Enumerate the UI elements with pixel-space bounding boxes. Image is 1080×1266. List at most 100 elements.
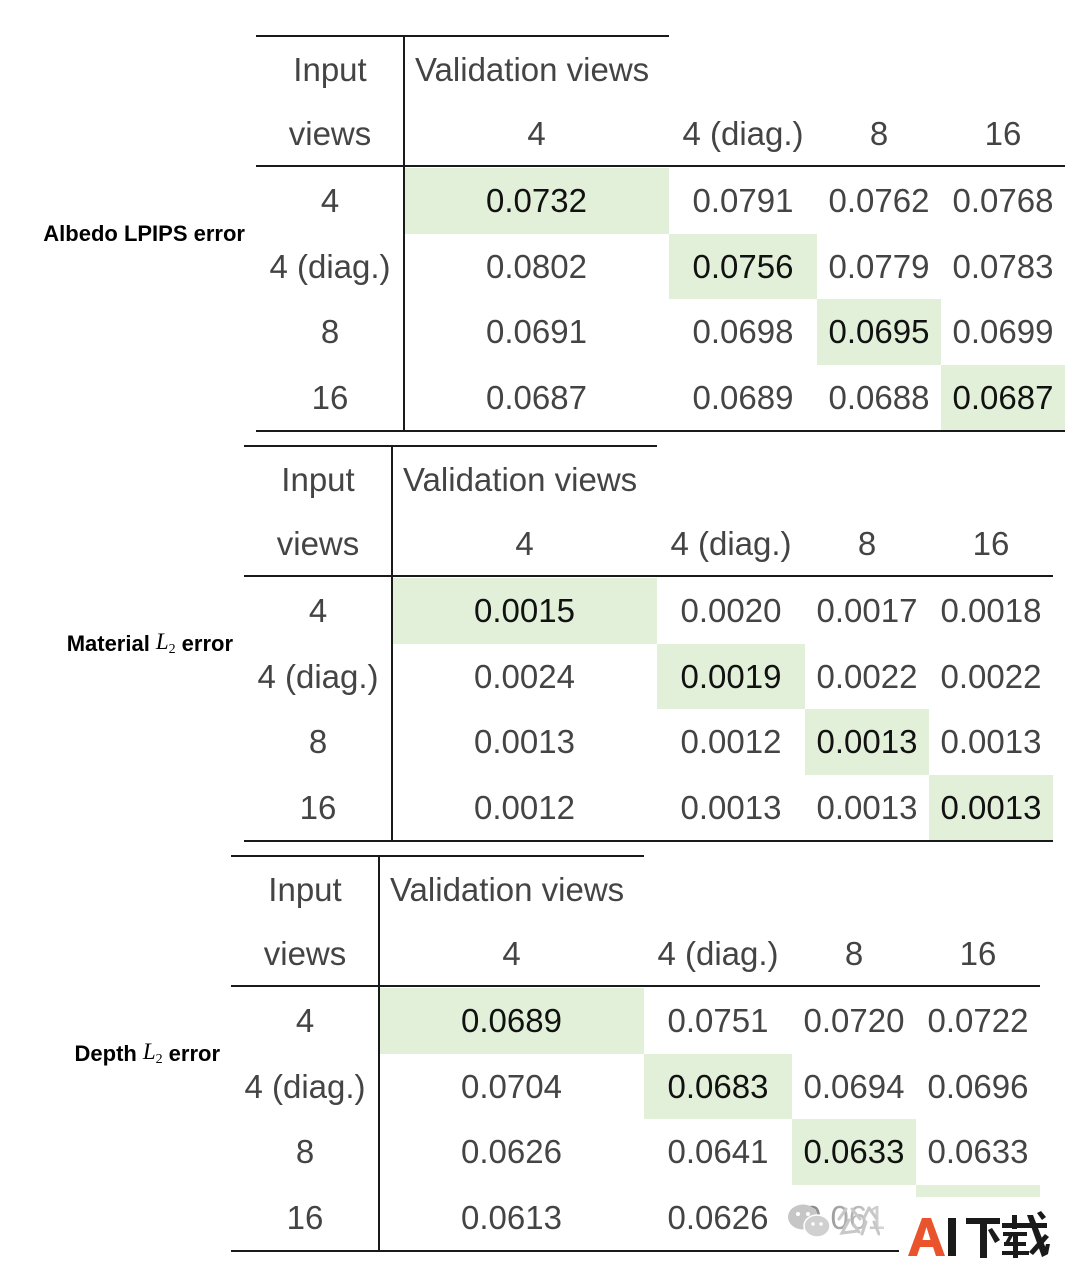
header-column: 4 <box>527 114 546 152</box>
header-column: 16 <box>959 934 997 972</box>
row-label: 4 (diag.) <box>269 247 391 285</box>
table-cell: 0.0722 <box>927 1002 1029 1040</box>
header-column: 16 <box>984 114 1022 152</box>
table-cell: 0.0013 <box>816 788 918 826</box>
table-cell: 0.0720 <box>803 1002 905 1040</box>
table-cell: 0.0751 <box>667 1002 769 1040</box>
row-label: 4 (diag.) <box>257 657 379 695</box>
math-subscript: 2 <box>155 1052 163 1067</box>
albedo-lpips-table: Albedo LPIPS error Input views Validatio… <box>43 35 1065 432</box>
table-cell: 0.0687 <box>941 364 1065 430</box>
table-cell: 0.0017 <box>816 592 918 630</box>
table-cell: 0.0704 <box>461 1067 562 1105</box>
table-cell: 0.0012 <box>680 723 782 761</box>
table-cell: 0.0015 <box>392 578 657 644</box>
wechat-icon <box>788 1204 831 1238</box>
header-input: Input <box>293 50 367 88</box>
table-cell: 0.0696 <box>927 1067 1029 1105</box>
table-cell: 0.0694 <box>803 1067 905 1105</box>
table-cell: 0.0756 <box>669 233 817 299</box>
table-cell: 0.0633 <box>927 1133 1029 1171</box>
math-subscript: 2 <box>168 642 176 657</box>
table-cell: 0.0698 <box>692 313 794 351</box>
table-cell: 0.0641 <box>667 1133 769 1171</box>
row-label: 16 <box>299 788 337 826</box>
header-column: 4 (diag.) <box>670 524 792 562</box>
table-cell: 0.0691 <box>486 313 587 351</box>
depth-l2-table: Depth L2 error Input views Validation vi… <box>75 855 1040 1252</box>
table-cell: 0.0018 <box>940 592 1042 630</box>
header-column: 4 <box>502 934 521 972</box>
header-input: Input <box>281 460 355 498</box>
table-label-suffix: error <box>168 1040 220 1066</box>
table-cell: 0.0613 <box>461 1198 562 1236</box>
math-symbol: L2 <box>156 629 176 658</box>
table-cell: 0.0768 <box>952 182 1054 220</box>
column-divider <box>378 855 380 1252</box>
table-cell: 0.0013 <box>474 723 575 761</box>
math-variable: L <box>155 629 169 654</box>
header-views: views <box>288 114 372 152</box>
table-cell: 0.0020 <box>680 592 782 630</box>
table-label-text: Depth <box>74 1040 137 1066</box>
row-label: 8 <box>308 723 328 761</box>
header-column: 16 <box>972 524 1010 562</box>
material-l2-table: Material L2 error Input views Validation… <box>67 445 1053 842</box>
watermark-faint-text <box>837 1206 880 1236</box>
table-cell: 0.0013 <box>929 774 1053 840</box>
bottom-rule <box>244 840 1053 842</box>
ai-download-logo <box>908 1211 1050 1258</box>
row-label: 4 <box>295 1002 315 1040</box>
header-views: views <box>276 524 360 562</box>
bottom-rule <box>256 430 1065 432</box>
header-validation-views: Validation views <box>403 460 638 498</box>
table-cell: 0.0791 <box>692 182 794 220</box>
table-cell: 0.0024 <box>474 657 575 695</box>
table-cell: 0.0022 <box>816 657 918 695</box>
table-cell: 0.0013 <box>680 788 782 826</box>
table-cell: 0.0783 <box>952 247 1054 285</box>
row-label: 4 (diag.) <box>244 1067 366 1105</box>
table-cell: 0.0689 <box>379 988 644 1054</box>
header-column: 8 <box>869 114 889 152</box>
top-rule <box>244 445 657 447</box>
table-cell: 0.0626 <box>667 1198 769 1236</box>
table-cell: 0.0802 <box>486 247 587 285</box>
row-label: 4 <box>308 592 328 630</box>
table-label: Depth L2 error <box>75 855 220 1252</box>
row-label: 4 <box>320 182 340 220</box>
table-cell: 0.0688 <box>828 378 930 416</box>
header-rule <box>244 575 1053 577</box>
table-label-text: Material <box>66 630 150 656</box>
header-column: 4 (diag.) <box>682 114 804 152</box>
header-column: 4 (diag.) <box>657 934 779 972</box>
header-validation-views: Validation views <box>390 870 625 908</box>
column-divider <box>403 35 405 432</box>
column-divider <box>391 445 393 842</box>
header-views: views <box>263 934 347 972</box>
header-rule <box>256 165 1065 167</box>
header-rule <box>231 985 1040 987</box>
header-column: 8 <box>844 934 864 972</box>
row-label: 8 <box>295 1133 315 1171</box>
top-rule <box>231 855 644 857</box>
table-label: Albedo LPIPS error <box>43 35 245 432</box>
header-input: Input <box>268 870 342 908</box>
math-variable: L <box>142 1039 156 1064</box>
header-column: 4 <box>515 524 534 562</box>
table-cell: 0.0699 <box>952 313 1054 351</box>
row-label: 16 <box>286 1198 324 1236</box>
table-cell: 0.0687 <box>486 378 587 416</box>
header-validation-views: Validation views <box>415 50 650 88</box>
top-rule <box>256 35 669 37</box>
table-cell: 0.0683 <box>644 1053 792 1119</box>
table-cell: 0.0013 <box>805 709 929 775</box>
table-cell: 0.0762 <box>828 182 930 220</box>
table-cell: 0.0732 <box>404 168 669 234</box>
table-cell: 0.0626 <box>461 1133 562 1171</box>
table-cell: 0.0779 <box>828 247 930 285</box>
header-column: 8 <box>857 524 877 562</box>
row-label: 8 <box>320 313 340 351</box>
table-cell: 0.0012 <box>474 788 575 826</box>
row-label: 16 <box>311 378 349 416</box>
